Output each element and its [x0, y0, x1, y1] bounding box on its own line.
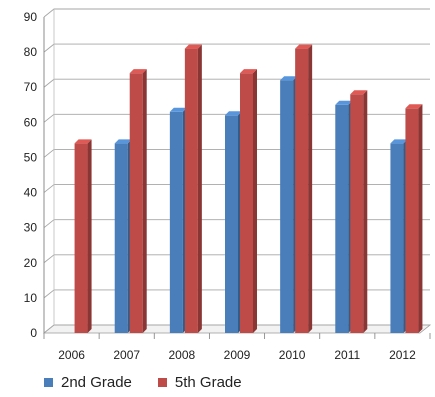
y-tick-label: 30 — [24, 221, 38, 235]
y-tick-label: 70 — [24, 80, 38, 94]
legend-label-5th-grade: 5th Grade — [174, 374, 242, 391]
bar-side — [87, 139, 92, 333]
bar-front — [74, 143, 88, 333]
legend-swatch-5th-grade — [157, 378, 167, 387]
y-axis-tick-labels: 0 10 20 30 40 50 60 70 80 90 — [24, 10, 38, 340]
legend-swatch-2nd-grade — [44, 378, 53, 387]
bar-front — [114, 143, 128, 333]
bar-2nd-grade-2010 — [280, 76, 298, 333]
y-tick-label: 40 — [24, 186, 38, 200]
bar-top — [350, 90, 368, 95]
y-tick-label: 60 — [24, 115, 38, 129]
bar-front — [240, 73, 253, 333]
bar-top — [74, 139, 92, 144]
bar-5th-grade-2011 — [350, 90, 368, 333]
bar-side — [418, 104, 423, 334]
bar-front — [335, 104, 349, 334]
x-tick-label: 2010 — [279, 348, 306, 362]
bar-2nd-grade-2007 — [114, 139, 132, 333]
bar-top — [280, 76, 298, 81]
bar-top — [335, 100, 353, 105]
bar-top — [114, 139, 132, 144]
bar-front — [129, 73, 143, 333]
y-tick-label: 50 — [24, 150, 38, 164]
bar-front — [184, 48, 198, 333]
bar-5th-grade-2012 — [405, 104, 423, 334]
bar-front — [350, 94, 364, 333]
bar-front — [280, 80, 294, 333]
y-tick-label: 0 — [30, 326, 37, 340]
bar-2nd-grade-2008 — [169, 107, 187, 333]
bar-top — [225, 111, 242, 116]
chart-legend: 2nd Grade 5th Grade — [44, 374, 268, 391]
bar-side — [363, 90, 368, 333]
legend-label-2nd-grade: 2nd Grade — [61, 374, 132, 391]
bar-5th-grade-2010 — [295, 44, 313, 333]
bar-2nd-grade-2009 — [225, 111, 242, 333]
bar-top — [405, 104, 423, 109]
x-tick-label: 2011 — [334, 348, 360, 362]
bar-front — [295, 48, 309, 333]
y-tick-label: 20 — [24, 256, 38, 270]
x-tick-label: 2009 — [224, 348, 251, 362]
bar-top — [129, 69, 147, 74]
x-axis-tick-labels: 2006 2007 2008 2009 2010 2011 2012 — [43, 333, 431, 362]
chart-bars — [74, 44, 423, 334]
bar-side — [308, 44, 313, 333]
bar-2nd-grade-2012 — [390, 139, 408, 333]
bar-front — [169, 111, 183, 333]
y-tick-label: 90 — [24, 10, 38, 24]
bar-top — [390, 139, 408, 144]
bar-side — [197, 44, 202, 333]
legend-item-5th-grade: 5th Grade — [157, 374, 242, 391]
bar-side — [253, 69, 257, 333]
x-tick-label: 2012 — [389, 348, 416, 362]
bar-top — [169, 107, 187, 112]
y-tick-label: 80 — [24, 45, 38, 59]
legend-item-2nd-grade: 2nd Grade — [44, 374, 132, 391]
bar-5th-grade-2008 — [184, 44, 202, 333]
x-tick-label: 2006 — [58, 348, 85, 362]
y-tick-label: 10 — [24, 291, 38, 305]
bar-5th-grade-2009 — [240, 69, 257, 333]
bar-side — [142, 69, 147, 333]
bar-5th-grade-2007 — [129, 69, 147, 333]
x-tick-label: 2007 — [113, 348, 140, 362]
bar-2nd-grade-2011 — [335, 100, 353, 334]
bar-top — [295, 44, 313, 49]
bar-front — [390, 143, 404, 333]
bar-top — [184, 44, 202, 49]
bar-front — [405, 108, 419, 334]
bar-top — [240, 69, 257, 74]
bar-front — [225, 115, 238, 333]
bar-5th-grade-2006 — [74, 139, 92, 333]
x-tick-label: 2008 — [169, 348, 196, 362]
